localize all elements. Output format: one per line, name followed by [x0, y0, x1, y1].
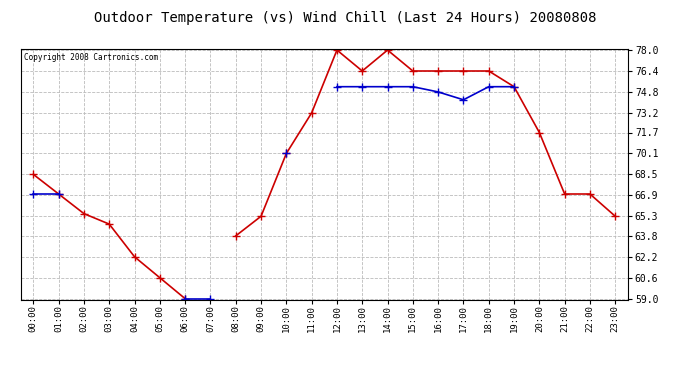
Text: Copyright 2008 Cartronics.com: Copyright 2008 Cartronics.com [23, 53, 158, 62]
Text: Outdoor Temperature (vs) Wind Chill (Last 24 Hours) 20080808: Outdoor Temperature (vs) Wind Chill (Las… [94, 11, 596, 25]
